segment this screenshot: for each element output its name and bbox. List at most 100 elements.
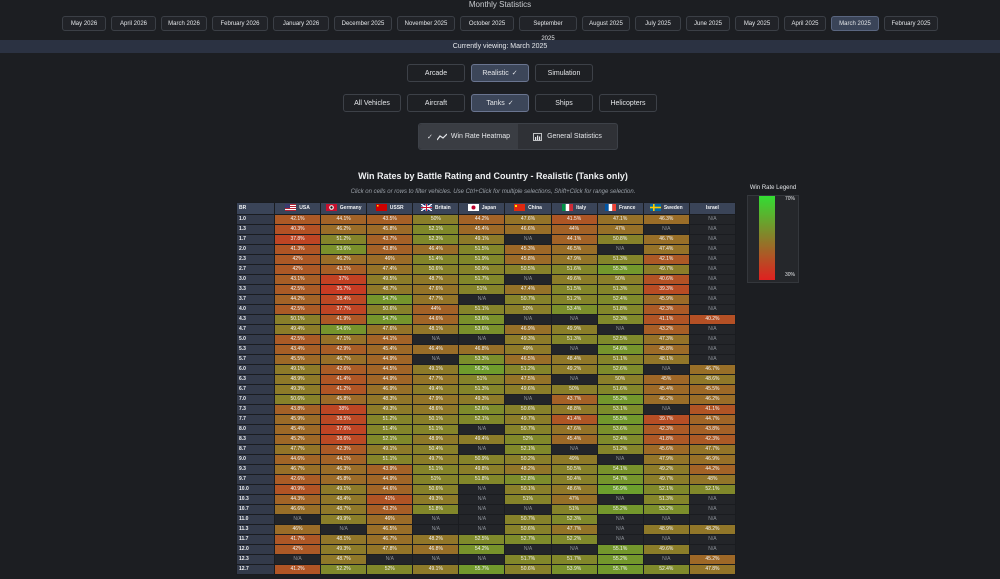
heatmap-cell[interactable]: 52.1% bbox=[458, 414, 506, 425]
table-row[interactable]: 5.3 43.4% 42.9% 45.4% 46.4% 46.8% 49% N/A 54.6% 4… bbox=[236, 344, 737, 355]
heatmap-cell[interactable]: 52.4% bbox=[642, 564, 690, 575]
heatmap-cell[interactable]: 49.7% bbox=[504, 414, 552, 425]
heatmap-cell[interactable]: 48.7% bbox=[320, 504, 368, 515]
heatmap-cell[interactable]: 45.3% bbox=[504, 244, 552, 255]
heatmap-cell[interactable]: 52.5% bbox=[458, 534, 506, 545]
heatmap-cell[interactable]: 37.8% bbox=[273, 234, 322, 245]
heatmap-cell[interactable]: 46.3% bbox=[320, 464, 368, 475]
table-row[interactable]: 3.3 42.5% 35.7% 48.7% 47.6% 51% 47.4% 51.5% 51.3… bbox=[236, 284, 737, 295]
heatmap-cell[interactable]: N/A bbox=[688, 284, 737, 295]
heatmap-cell[interactable]: N/A bbox=[504, 504, 552, 515]
heatmap-cell[interactable]: 40.2% bbox=[688, 314, 737, 325]
heatmap-cell[interactable]: 46.2% bbox=[320, 224, 368, 235]
heatmap-cell[interactable]: 39.7% bbox=[642, 414, 690, 425]
heatmap-cell[interactable]: 44.1% bbox=[320, 214, 368, 225]
heatmap-cell[interactable]: 40.6% bbox=[642, 274, 690, 285]
heatmap-cell[interactable]: 48.7% bbox=[412, 274, 460, 285]
heatmap-cell[interactable]: 49.3% bbox=[504, 334, 552, 345]
tanks-button[interactable]: Tanks ✓ bbox=[471, 94, 529, 112]
table-row[interactable]: 1.7 37.8% 51.2% 43.7% 52.3% 49.1% N/A 44.1% 50.8… bbox=[236, 234, 737, 245]
table-row[interactable]: 7.0 50.6% 45.8% 48.3% 47.9% 49.3% N/A 43.7% 55.2… bbox=[236, 394, 737, 405]
heatmap-cell[interactable]: N/A bbox=[458, 504, 506, 515]
br-row-label[interactable]: 9.7 bbox=[236, 474, 275, 485]
heatmap-cell[interactable]: 51.1% bbox=[366, 454, 414, 465]
heatmap-cell[interactable]: 47.7% bbox=[688, 444, 737, 455]
heatmap-cell[interactable]: 49.4% bbox=[458, 434, 506, 445]
table-row[interactable]: 6.0 49.1% 42.6% 44.5% 49.1% 56.2% 51.2% 49.2% 52… bbox=[236, 364, 737, 375]
heatmap-cell[interactable]: 51.2% bbox=[504, 364, 552, 375]
heatmap-cell[interactable]: 51% bbox=[550, 504, 598, 515]
table-row[interactable]: 11.7 41.7% 48.1% 46.7% 48.2% 52.5% 52.7% 52.2% N… bbox=[236, 534, 737, 545]
heatmap-cell[interactable]: 55.7% bbox=[596, 564, 644, 575]
br-row-label[interactable]: 2.0 bbox=[236, 244, 275, 255]
heatmap-cell[interactable]: 50% bbox=[504, 304, 552, 315]
heatmap-cell[interactable]: 44.9% bbox=[366, 374, 414, 385]
heatmap-cell[interactable]: N/A bbox=[596, 324, 644, 335]
heatmap-cell[interactable]: 51.5% bbox=[550, 284, 598, 295]
heatmap-cell[interactable]: 48.1% bbox=[642, 354, 690, 365]
heatmap-cell[interactable]: 50% bbox=[550, 384, 598, 395]
month-button-december-2025[interactable]: December 2025 bbox=[334, 16, 392, 31]
heatmap-cell[interactable]: 45% bbox=[642, 374, 690, 385]
heatmap-cell[interactable]: 54.7% bbox=[366, 314, 414, 325]
heatmap-cell[interactable]: 47.6% bbox=[412, 284, 460, 295]
heatmap-cell[interactable]: N/A bbox=[412, 554, 460, 565]
heatmap-cell[interactable]: 44.1% bbox=[320, 454, 368, 465]
heatmap-cell[interactable]: 46.8% bbox=[412, 544, 460, 555]
heatmap-cell[interactable]: 52.1% bbox=[642, 484, 690, 495]
br-row-label[interactable]: 8.0 bbox=[236, 424, 275, 435]
heatmap-cell[interactable]: N/A bbox=[642, 534, 690, 545]
heatmap-cell[interactable]: 51.7% bbox=[550, 554, 598, 565]
heatmap-cell[interactable]: 52.5% bbox=[596, 334, 644, 345]
br-row-label[interactable]: 11.7 bbox=[236, 534, 275, 545]
heatmap-cell[interactable]: 50.9% bbox=[458, 454, 506, 465]
table-row[interactable]: 2.3 42% 46.2% 46% 51.4% 51.9% 45.8% 47.9% 51.3% 4… bbox=[236, 254, 737, 265]
heatmap-cell[interactable]: 48.4% bbox=[550, 354, 598, 365]
heatmap-cell[interactable]: 47.7% bbox=[550, 524, 598, 535]
heatmap-cell[interactable]: 50.6% bbox=[504, 404, 552, 415]
heatmap-cell[interactable]: 44.3% bbox=[273, 494, 322, 505]
heatmap-cell[interactable]: 45.4% bbox=[273, 424, 322, 435]
heatmap-cell[interactable]: 42.3% bbox=[642, 424, 690, 435]
heatmap-cell[interactable]: N/A bbox=[688, 274, 737, 285]
heatmap-cell[interactable]: 49.6% bbox=[504, 384, 552, 395]
heatmap-cell[interactable]: 44.9% bbox=[366, 354, 414, 365]
heatmap-cell[interactable]: 42.1% bbox=[273, 214, 322, 225]
br-row-label[interactable]: 7.0 bbox=[236, 394, 275, 405]
heatmap-cell[interactable]: N/A bbox=[642, 554, 690, 565]
br-row-label[interactable]: 11.0 bbox=[236, 514, 275, 525]
heatmap-cell[interactable]: 55.5% bbox=[596, 414, 644, 425]
table-row[interactable]: 4.0 42.5% 37.7% 50.6% 44% 51.1% 50% 53.4% 51.8% 4… bbox=[236, 304, 737, 315]
month-button-march-2025[interactable]: March 2025 bbox=[831, 16, 879, 31]
win-rate-heatmap-tab[interactable]: ✓ Win Rate Heatmap bbox=[419, 124, 518, 149]
ships-button[interactable]: Ships bbox=[535, 94, 593, 112]
heatmap-cell[interactable]: 50.5% bbox=[504, 264, 552, 275]
heatmap-cell[interactable]: 49.3% bbox=[412, 494, 460, 505]
heatmap-cell[interactable]: 52.3% bbox=[596, 314, 644, 325]
heatmap-cell[interactable]: 52.1% bbox=[504, 444, 552, 455]
heatmap-cell[interactable]: 49.5% bbox=[366, 274, 414, 285]
month-button-may-2026[interactable]: May 2026 bbox=[62, 16, 106, 31]
heatmap-cell[interactable]: 42.5% bbox=[273, 284, 322, 295]
heatmap-cell[interactable]: 51.2% bbox=[550, 294, 598, 305]
country-header-ussr[interactable]: USSR bbox=[366, 202, 414, 215]
heatmap-cell[interactable]: N/A bbox=[688, 344, 737, 355]
heatmap-cell[interactable]: N/A bbox=[412, 354, 460, 365]
heatmap-cell[interactable]: 45.9% bbox=[273, 414, 322, 425]
heatmap-cell[interactable]: N/A bbox=[504, 314, 552, 325]
heatmap-cell[interactable]: 52.3% bbox=[550, 514, 598, 525]
heatmap-cell[interactable]: 52.1% bbox=[366, 434, 414, 445]
br-row-label[interactable]: 12.3 bbox=[236, 554, 275, 565]
general-statistics-tab[interactable]: General Statistics bbox=[518, 124, 617, 149]
heatmap-cell[interactable]: 48.7% bbox=[320, 554, 368, 565]
heatmap-cell[interactable]: 53.1% bbox=[596, 404, 644, 415]
heatmap-cell[interactable]: N/A bbox=[550, 444, 598, 455]
heatmap-cell[interactable]: N/A bbox=[458, 424, 506, 435]
aircraft-button[interactable]: Aircraft bbox=[407, 94, 465, 112]
heatmap-cell[interactable]: 49.2% bbox=[550, 364, 598, 375]
heatmap-cell[interactable]: 42.5% bbox=[273, 304, 322, 315]
heatmap-cell[interactable]: N/A bbox=[642, 224, 690, 235]
heatmap-cell[interactable]: 47.6% bbox=[504, 214, 552, 225]
country-header-italy[interactable]: Italy bbox=[550, 202, 598, 215]
month-button-august-2025[interactable]: August 2025 bbox=[582, 16, 630, 31]
